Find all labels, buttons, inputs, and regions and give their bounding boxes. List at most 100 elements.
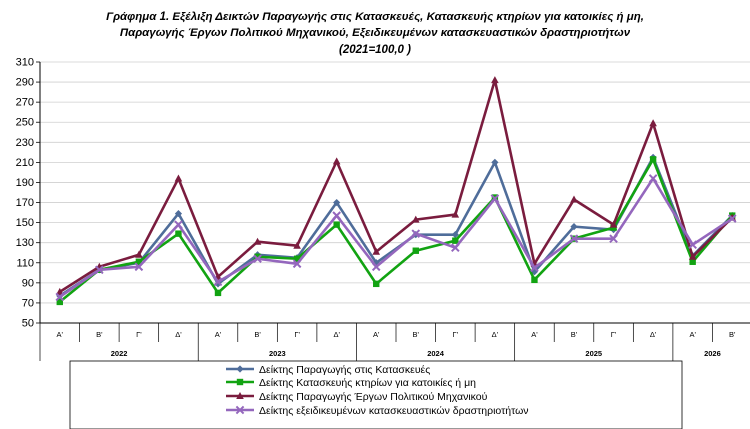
- legend-box: [69, 360, 683, 429]
- legend-label: Δείκτης Παραγωγής στις Κατασκευές: [259, 364, 430, 376]
- y-tick-label: 310: [16, 57, 34, 69]
- data-point-0: [214, 280, 222, 288]
- y-tick-label: 230: [16, 137, 34, 149]
- data-point-1: [214, 289, 222, 297]
- x-tick-label: Α': [531, 330, 538, 339]
- data-point-1: [373, 280, 380, 288]
- data-point-3: [451, 243, 460, 253]
- year-label: 2025: [585, 349, 602, 358]
- data-point-3: [411, 229, 421, 238]
- legend-marker: [236, 365, 244, 373]
- data-point-2: [174, 174, 183, 182]
- data-point-1: [293, 255, 301, 262]
- data-point-2: [55, 287, 64, 295]
- y-tick-label: 250: [16, 117, 34, 129]
- legend-label: Δείκτης εξειδικευμένων κατασκευαστικών δ…: [259, 405, 529, 417]
- y-tick-label: 270: [16, 97, 34, 109]
- chart-title-line: Γράφημα 1. Εξέλιξη Δεικτών Παραγωγής στι…: [106, 11, 644, 23]
- y-tick-label: 170: [16, 197, 34, 209]
- y-tick-label: 70: [22, 297, 34, 309]
- x-tick-label: Α': [215, 330, 222, 339]
- data-point-0: [491, 158, 499, 166]
- y-tick-label: 130: [16, 237, 34, 249]
- x-tick-label: Γ': [611, 330, 617, 339]
- legend-marker: [235, 405, 245, 415]
- data-point-1: [56, 298, 63, 306]
- series-line-3: [59, 177, 733, 298]
- data-point-1: [531, 276, 538, 284]
- data-point-3: [371, 262, 381, 272]
- data-point-2: [411, 215, 420, 223]
- data-point-1: [649, 156, 657, 163]
- data-point-1: [689, 258, 696, 265]
- x-tick-label: Β': [413, 330, 420, 339]
- year-label: 2023: [269, 349, 286, 358]
- legend-label: Δείκτης Παραγωγής Έργων Πολιτικού Μηχανι…: [259, 391, 488, 403]
- data-point-3: [530, 263, 539, 273]
- data-point-2: [135, 250, 143, 258]
- data-point-2: [293, 241, 301, 249]
- data-point-3: [569, 234, 579, 243]
- y-tick-label: 150: [16, 217, 34, 229]
- x-tick-label: Δ': [650, 330, 657, 339]
- data-point-2: [649, 119, 657, 127]
- x-tick-label: Β': [571, 330, 578, 339]
- y-tick-label: 290: [16, 77, 34, 89]
- year-label: 2024: [427, 349, 445, 358]
- x-tick-label: Α': [57, 330, 64, 339]
- y-tick-label: 110: [16, 257, 34, 269]
- data-point-3: [134, 262, 144, 272]
- data-point-3: [609, 234, 618, 243]
- year-label: 2026: [704, 349, 721, 358]
- x-tick-label: Β': [96, 330, 103, 339]
- data-point-1: [254, 253, 261, 260]
- x-tick-label: Γ': [136, 330, 142, 339]
- data-point-0: [333, 198, 341, 207]
- data-point-2: [332, 157, 341, 165]
- data-point-1: [452, 237, 459, 244]
- legend-marker: [236, 392, 244, 399]
- data-point-2: [688, 252, 697, 260]
- chart-title-line: Παραγωγής Έργων Πολιτικού Μηχανικού, Εξε…: [120, 27, 631, 39]
- series-line-2: [59, 78, 734, 293]
- data-point-3: [292, 259, 302, 269]
- y-tick-label: 210: [16, 157, 34, 169]
- data-point-3: [213, 277, 223, 287]
- x-tick-label: Δ': [333, 330, 340, 339]
- data-point-2: [491, 76, 499, 84]
- data-point-2: [570, 195, 578, 203]
- data-point-3: [332, 211, 341, 220]
- data-point-2: [372, 247, 381, 255]
- data-point-0: [570, 223, 578, 231]
- x-tick-label: Δ': [175, 330, 182, 339]
- year-label: 2022: [111, 349, 128, 358]
- x-tick-label: Γ': [453, 330, 459, 339]
- series-line-1: [58, 158, 734, 303]
- data-point-2: [609, 220, 618, 228]
- data-point-3: [253, 254, 262, 264]
- x-tick-label: Β': [254, 330, 261, 339]
- data-point-1: [135, 258, 143, 265]
- data-point-3: [490, 194, 500, 203]
- chart-title-line: (2021=100,0 ): [339, 44, 411, 56]
- data-point-3: [648, 174, 658, 183]
- data-point-1: [333, 221, 340, 228]
- data-point-3: [95, 265, 104, 275]
- data-point-3: [174, 220, 183, 229]
- data-point-2: [253, 237, 262, 245]
- data-point-1: [175, 230, 182, 237]
- data-point-1: [412, 247, 419, 254]
- x-tick-label: Α': [373, 330, 380, 339]
- legend-marker: [236, 378, 244, 386]
- y-tick-label: 90: [22, 277, 34, 289]
- data-point-1: [610, 224, 617, 231]
- x-tick-label: Γ': [294, 330, 300, 339]
- y-tick-label: 50: [22, 318, 34, 330]
- data-point-0: [451, 231, 459, 239]
- x-tick-label: Β': [729, 330, 736, 339]
- legend-label: Δείκτης Κατασκευής κτηρίων για κατοικίες…: [259, 377, 476, 389]
- data-point-0: [174, 209, 183, 218]
- data-point-2: [451, 210, 460, 218]
